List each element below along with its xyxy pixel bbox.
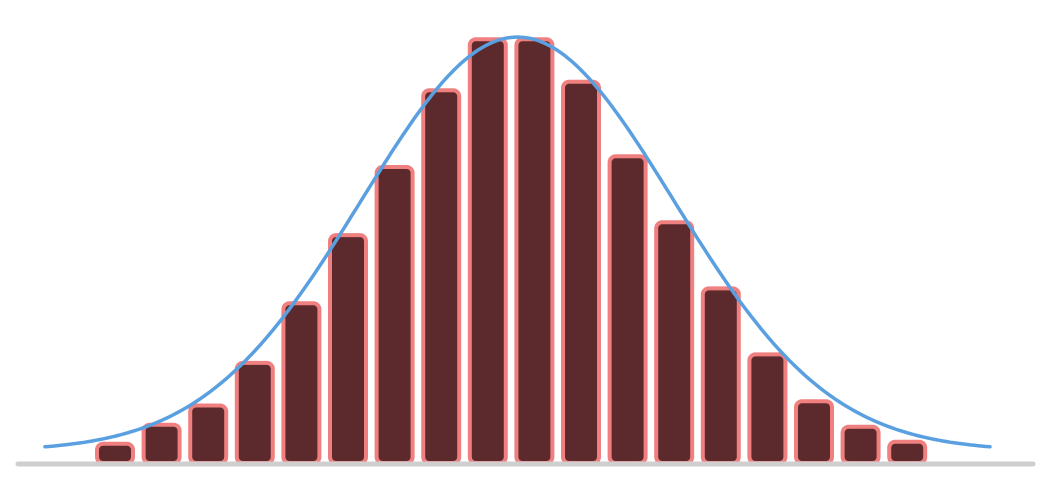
histogram-bar: [607, 154, 648, 466]
histogram-bar: [141, 422, 182, 466]
histogram-bar: [514, 37, 555, 465]
histogram-bar: [700, 286, 741, 465]
histogram-bar: [374, 165, 415, 465]
histogram-bar: [840, 424, 881, 465]
histogram-bar: [654, 220, 695, 465]
histogram-bar: [887, 439, 928, 466]
histogram-bar: [234, 360, 275, 465]
histogram-bar: [794, 399, 834, 466]
histogram-bar: [95, 441, 135, 465]
bars-layer: [95, 37, 928, 466]
histogram-bar: [421, 88, 462, 466]
histogram-bar: [328, 233, 368, 465]
histogram-bar: [188, 403, 229, 465]
histogram-bar: [747, 352, 788, 465]
histogram-bar: [561, 79, 601, 466]
normal-curve: [43, 35, 992, 449]
histogram-bar: [467, 37, 508, 465]
histogram-bar: [281, 301, 322, 465]
